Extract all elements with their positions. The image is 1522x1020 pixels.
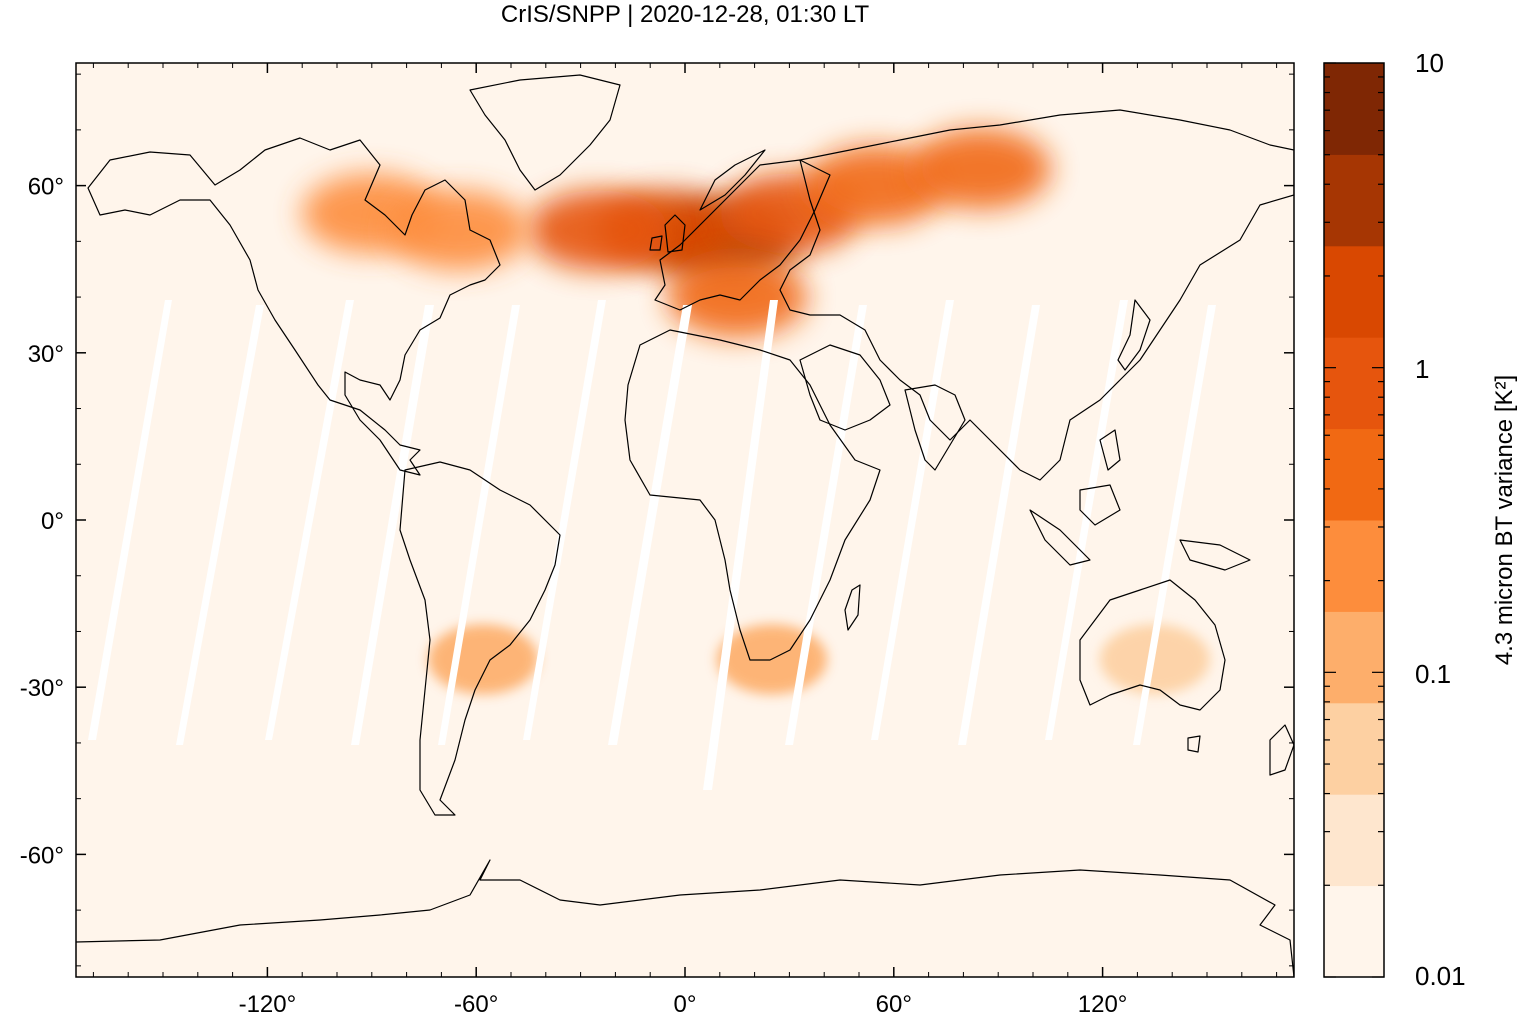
colorbar-segment — [1324, 63, 1384, 155]
y-tick-label: -30° — [20, 675, 64, 702]
colorbar-segment — [1324, 611, 1384, 704]
map-axes: -120° -60° 0° 60° 120° 60° 30° 0° -30° -60° — [20, 63, 1294, 1018]
hotspot-south-america — [428, 624, 539, 695]
x-tick-label: 120° — [1078, 991, 1128, 1018]
colorbar-segment — [1324, 245, 1384, 338]
colorbar-segment — [1324, 428, 1384, 521]
colorbar-tick-0.1: 0.1 — [1415, 659, 1451, 689]
colorbar-tick-0.01: 0.01 — [1415, 961, 1466, 991]
hotspot-central-siberia — [910, 128, 1051, 209]
colorbar: 10 1 0.1 0.01 4.3 micron BT variance [K²… — [1323, 48, 1518, 991]
colorbar-label: 4.3 micron BT variance [K²] — [1491, 375, 1518, 665]
hotspot-north-atlantic — [528, 190, 668, 271]
colorbar-segment — [1324, 520, 1384, 612]
coastlines — [76, 74, 1294, 977]
colorbar-segment — [1324, 885, 1384, 978]
y-tick-label: 30° — [28, 341, 64, 368]
colorbar-frame — [1323, 62, 1385, 978]
hotspot-australia — [1099, 624, 1210, 695]
variance-field — [301, 128, 1210, 695]
map-title: CrIS/SNPP | 2020-12-28, 01:30 LT — [500, 1, 870, 28]
orbit-gaps — [88, 300, 1216, 790]
y-tick-label: 60° — [28, 174, 64, 201]
colorbar-segment — [1324, 794, 1384, 887]
x-tick-label: 60° — [876, 991, 912, 1018]
colorbar-tick-10: 10 — [1415, 48, 1444, 78]
x-tick-label: 0° — [674, 991, 697, 1018]
y-tick-label: 0° — [41, 508, 64, 535]
x-tick-label: -60° — [454, 991, 498, 1018]
colorbar-segment — [1324, 702, 1384, 795]
colorbar-segment — [1324, 154, 1384, 247]
y-tick-label: -60° — [20, 842, 64, 869]
colorbar-tick-1: 1 — [1415, 354, 1429, 384]
colorbar-segment — [1324, 337, 1384, 430]
x-tick-label: -120° — [239, 991, 297, 1018]
hotspot-labrador — [388, 190, 529, 271]
